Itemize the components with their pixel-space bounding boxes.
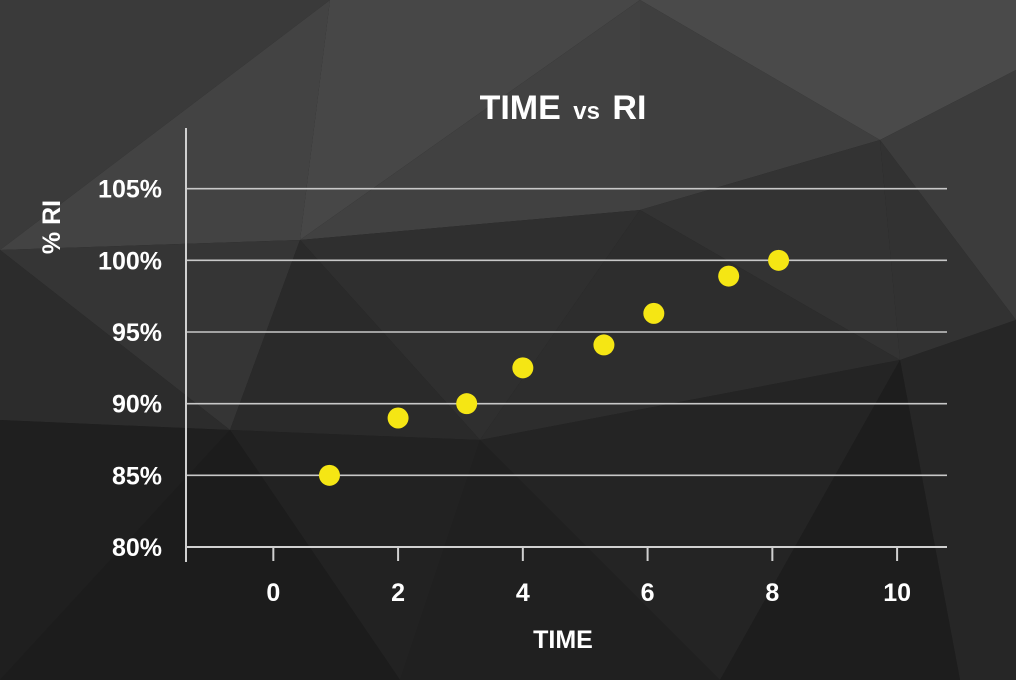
x-tick-label: 4 bbox=[516, 579, 530, 607]
data-point bbox=[643, 302, 665, 324]
x-tick-labels: 0 2 4 6 8 10 bbox=[266, 579, 911, 607]
x-tick-label: 8 bbox=[765, 579, 779, 607]
data-points bbox=[318, 249, 790, 486]
axes bbox=[185, 128, 947, 562]
x-tick-label: 0 bbox=[266, 579, 280, 607]
y-tick-label: 95% bbox=[112, 319, 162, 347]
chart-title-main: TIME bbox=[480, 89, 561, 127]
chart-title-connector: vs bbox=[573, 98, 600, 125]
x-axis-label: TIME bbox=[533, 626, 593, 654]
data-point bbox=[387, 407, 409, 429]
data-point bbox=[318, 464, 340, 486]
chart-title-end: RI bbox=[612, 89, 646, 127]
y-tick-labels: 80% 85% 90% 95% 100% 105% bbox=[98, 176, 162, 562]
x-tick-label: 2 bbox=[391, 579, 405, 607]
y-tick-label: 90% bbox=[112, 391, 162, 419]
y-tick-label: 80% bbox=[112, 534, 162, 562]
x-tick-label: 6 bbox=[641, 579, 655, 607]
data-point bbox=[512, 357, 534, 379]
y-axis-label: % RI bbox=[38, 200, 66, 254]
data-point bbox=[718, 265, 740, 287]
y-tick-label: 85% bbox=[112, 462, 162, 490]
data-point bbox=[593, 334, 615, 356]
y-tick-label: 100% bbox=[98, 247, 162, 275]
gridlines bbox=[186, 187, 947, 477]
y-tick-label: 105% bbox=[98, 176, 162, 204]
x-tick-label: 10 bbox=[883, 579, 911, 607]
chart-title: TIME vs RI bbox=[480, 89, 647, 127]
data-point bbox=[768, 249, 790, 271]
data-point bbox=[456, 393, 478, 415]
